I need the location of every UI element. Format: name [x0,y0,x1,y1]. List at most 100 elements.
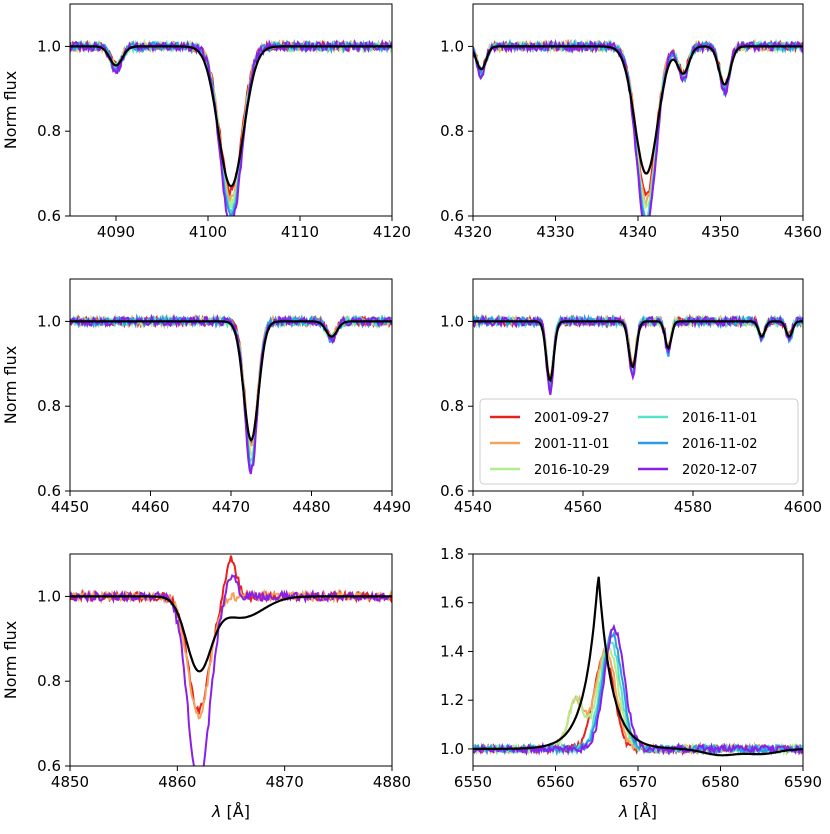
series-2016-11-02 [473,630,803,757]
plot-area [473,313,803,396]
model-line [473,45,803,175]
y-tick-label: 1.0 [440,37,464,55]
x-tick-label: 4880 [373,773,411,791]
y-tick-label: 1.0 [37,37,61,55]
y-tick-label: 0.8 [37,397,61,415]
y-axis-label: Norm flux [1,346,20,424]
series-2016-11-01 [473,635,803,757]
y-tick-label: 1.0 [37,312,61,330]
series-2001-09-27 [70,314,392,447]
plot-area [70,313,392,475]
panel-top-right: 4320 4330 4340 4350 4360 0.6 0.8 1.0 [440,3,822,241]
legend-label: 2001-11-01 [534,437,610,452]
x-tick-label: 6580 [701,773,739,791]
axes-frame [69,3,393,217]
series-2016-11-02 [70,313,392,472]
x-axis-label: λ [Å] [211,802,250,821]
series-2020-12-07 [70,574,392,766]
y-tick-label: 1.0 [37,587,61,605]
y-tick-label: 0.6 [37,207,61,225]
y-tick-label: 1.4 [440,642,464,660]
series-2020-12-07 [473,38,803,216]
x-tick-label: 4340 [619,223,657,241]
x-tick-label: 4870 [266,773,304,791]
x-tick-label: 4490 [373,498,411,516]
model-line [473,576,803,757]
x-tick-label: 4480 [292,498,330,516]
series-2020-12-07 [70,313,392,475]
x-tick-label: 4470 [212,498,250,516]
model-line [70,595,392,673]
series-2016-11-02 [473,38,803,216]
series-2020-12-07 [473,314,803,396]
legend-box [479,398,799,485]
y-axis-label: Norm flux [1,621,20,699]
y-tick-label: 1.0 [440,312,464,330]
y-axis-label: Norm flux [1,71,20,149]
x-tick-label: 4580 [674,498,712,516]
series-2016-11-01 [70,313,392,463]
series-2016-10-29 [473,644,803,757]
legend-label: 2001-09-27 [534,411,610,426]
panel-bottom-right: 6550 6560 6570 6580 6590 1.0 1.2 1.4 1.6 1.8 λ [Å] [440,545,822,821]
axes-frame [472,553,804,767]
y-tick-label: 1.2 [440,691,464,709]
x-tick-label: 4360 [784,223,822,241]
x-tick-label: 4330 [536,223,574,241]
panel-top-left: 4090 4100 4110 4120 0.6 0.8 1.0 Norm flux [1,3,411,241]
legend-label: 2016-11-02 [682,437,758,452]
model-line [70,45,392,188]
x-tick-label: 4120 [373,223,411,241]
axes-frame [472,278,804,492]
y-tick-label: 0.6 [37,757,61,775]
y-tick-label: 0.8 [37,672,61,690]
y-tick-label: 0.6 [37,482,61,500]
plot-area [70,555,392,766]
series-2016-11-01 [473,38,803,216]
y-tick-label: 0.8 [440,397,464,415]
x-tick-label: 4860 [158,773,196,791]
axes-frame [69,278,393,492]
y-tick-label: 0.6 [440,482,464,500]
y-tick-label: 0.8 [440,122,464,140]
series-2001-11-01 [70,313,392,447]
x-tick-label: 4100 [189,223,227,241]
x-tick-label: 4560 [564,498,602,516]
series-2016-11-01 [473,313,803,388]
x-tick-label: 6550 [454,773,492,791]
x-tick-label: 4450 [51,498,89,516]
x-tick-label: 4540 [454,498,492,516]
x-tick-label: 4460 [131,498,169,516]
model-line [473,320,803,383]
x-tick-label: 4850 [51,773,89,791]
y-tick-label: 1.8 [440,545,464,563]
legend-label: 2020-12-07 [682,463,758,478]
panel-middle-left: 4450 4460 4470 4480 4490 0.6 0.8 1.0 Norm flux [1,278,411,516]
y-tick-label: 0.6 [440,207,464,225]
series-2020-12-07 [473,623,803,757]
x-tick-label: 4350 [701,223,739,241]
legend-label: 2016-11-01 [682,411,758,426]
axes-frame [69,553,393,767]
plot-area [473,38,803,216]
series-2001-11-01 [473,645,803,756]
x-tick-label: 6560 [536,773,574,791]
plot-area [473,576,803,757]
y-tick-label: 1.0 [440,740,464,758]
y-tick-label: 0.8 [37,122,61,140]
panel-bottom-left: 4850 4860 4870 4880 0.6 0.8 1.0 Norm flux λ [Å] [1,553,411,821]
x-tick-label: 6590 [784,773,822,791]
model-line [70,320,392,442]
x-tick-label: 4110 [281,223,319,241]
x-tick-label: 4090 [97,223,135,241]
legend-label: 2016-10-29 [534,463,610,478]
x-tick-label: 4320 [454,223,492,241]
x-tick-label: 4600 [784,498,822,516]
y-tick-label: 1.6 [440,594,464,612]
panel-middle-right: 4540 4560 4580 4600 0.6 0.8 1.0 2001-09-27 2001-… [440,278,822,516]
x-tick-label: 6570 [619,773,657,791]
x-axis-label: λ [Å] [618,802,657,821]
plot-area [70,38,392,216]
series-2016-10-29 [70,313,392,459]
